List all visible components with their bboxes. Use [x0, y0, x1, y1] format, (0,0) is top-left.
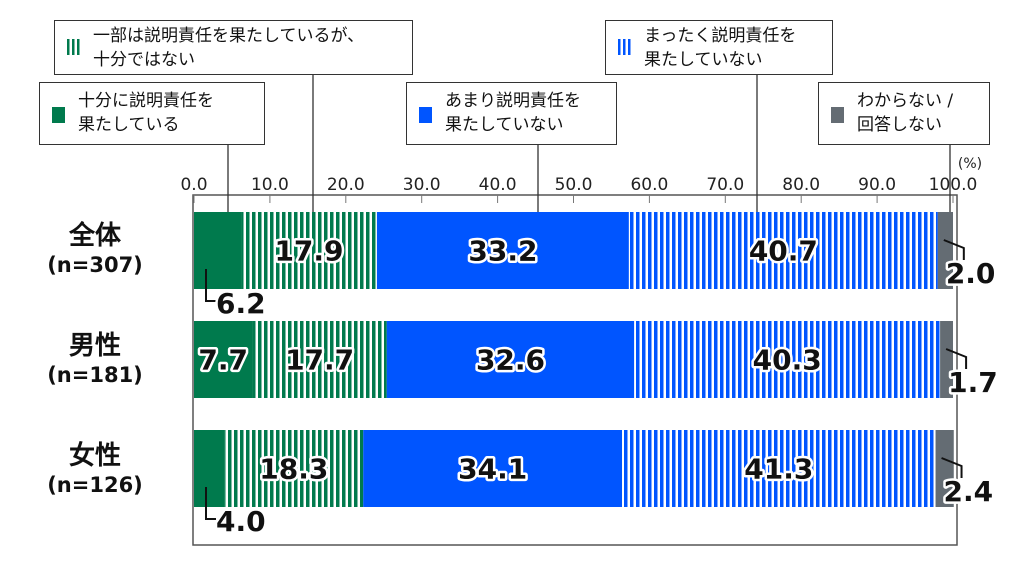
data-label: 17.7: [285, 344, 354, 377]
tick-label: 80.0: [782, 175, 820, 195]
bar-segment: [622, 430, 936, 507]
data-label: 40.7: [749, 235, 818, 268]
data-label: 41.3: [744, 453, 813, 486]
legend-text: 果たしていない: [644, 50, 763, 70]
category-name: 女性: [68, 441, 121, 471]
legend-text: 回答しない: [857, 115, 942, 135]
category-label-male: 男性 (n=181): [0, 330, 190, 388]
tick-label: 10.0: [251, 175, 289, 195]
label-leader-line: [941, 457, 963, 478]
plot-frame: [192, 194, 958, 546]
label-leader-line: [943, 239, 965, 260]
legend-item-partially: 一部は説明責任を果たしているが、 十分ではない: [54, 20, 413, 75]
tick-label: 100.0: [929, 175, 978, 195]
legend-swatch-green-stripes: [67, 39, 80, 55]
data-label: 33.2: [468, 235, 537, 268]
legend-text: まったく説明責任を: [644, 26, 797, 46]
bar-segment: [241, 212, 377, 289]
legend-text: わからない /: [857, 91, 954, 111]
tick-label: 30.0: [403, 175, 441, 195]
bar-segment: [363, 430, 623, 507]
bar-segment: [937, 212, 953, 289]
tick-label: 40.0: [479, 175, 517, 195]
bar-segment: [386, 321, 635, 398]
tick-label: 20.0: [327, 175, 365, 195]
legend-swatch-blue-solid: [419, 107, 432, 123]
tick-label: 60.0: [630, 175, 668, 195]
category-name: 男性: [68, 331, 121, 361]
bar-segment: [194, 430, 225, 507]
legend-text: あまり説明責任を: [445, 91, 581, 111]
data-label: 2.4: [944, 475, 994, 508]
bar-segment: [376, 212, 629, 289]
legend-swatch-green-solid: [52, 107, 65, 123]
bar-segment: [940, 321, 953, 398]
data-label: 40.3: [753, 344, 822, 377]
legend-text: 十分に説明責任を: [78, 91, 214, 111]
legend-text: 果たしている: [78, 115, 180, 135]
label-leader-line: [205, 487, 216, 520]
category-name: 全体: [68, 221, 121, 251]
legend-swatch-gray: [831, 107, 844, 123]
data-label: 34.1: [458, 453, 527, 486]
label-leader-line: [205, 269, 216, 302]
legend-text: 果たしていない: [445, 115, 564, 135]
category-label-total: 全体 (n=307): [0, 220, 190, 278]
bar-segment: [628, 212, 938, 289]
bar-segment: [634, 321, 941, 398]
legend-text: 十分ではない: [93, 50, 195, 70]
data-label: 32.6: [476, 344, 545, 377]
legend-item-fully: 十分に説明責任を 果たしている: [39, 82, 265, 145]
category-count: (n=181): [47, 363, 143, 387]
bar-segment: [252, 321, 387, 398]
data-label: 7.7: [198, 344, 248, 377]
data-label: 17.9: [274, 235, 343, 268]
unit-label: (%): [958, 156, 982, 172]
data-label: 18.3: [259, 453, 328, 486]
data-label: 6.2: [216, 287, 266, 320]
data-label: 2.0: [946, 257, 996, 290]
tick-label: 50.0: [555, 175, 593, 195]
tick-label: 90.0: [858, 175, 896, 195]
category-label-female: 女性 (n=126): [0, 440, 190, 498]
legend-text: 一部は説明責任を果たしているが、: [93, 26, 365, 46]
bar-segment: [935, 430, 954, 507]
data-label: 4.0: [216, 505, 266, 538]
bar-segment: [224, 430, 364, 507]
bar-segment: [194, 212, 242, 289]
legend-item-not-at-all: まったく説明責任を 果たしていない: [605, 20, 833, 75]
label-leader-line: [945, 348, 968, 369]
legend-item-not-much: あまり説明責任を 果たしていない: [406, 82, 617, 145]
data-label: 1.7: [948, 366, 998, 399]
category-count: (n=126): [47, 473, 143, 497]
category-count: (n=307): [47, 253, 143, 277]
legend-swatch-blue-stripes: [618, 39, 631, 55]
tick-label: 0.0: [180, 175, 207, 195]
legend-item-dont-know: わからない / 回答しない: [818, 82, 990, 145]
bar-segment: [194, 321, 253, 398]
tick-label: 70.0: [706, 175, 744, 195]
